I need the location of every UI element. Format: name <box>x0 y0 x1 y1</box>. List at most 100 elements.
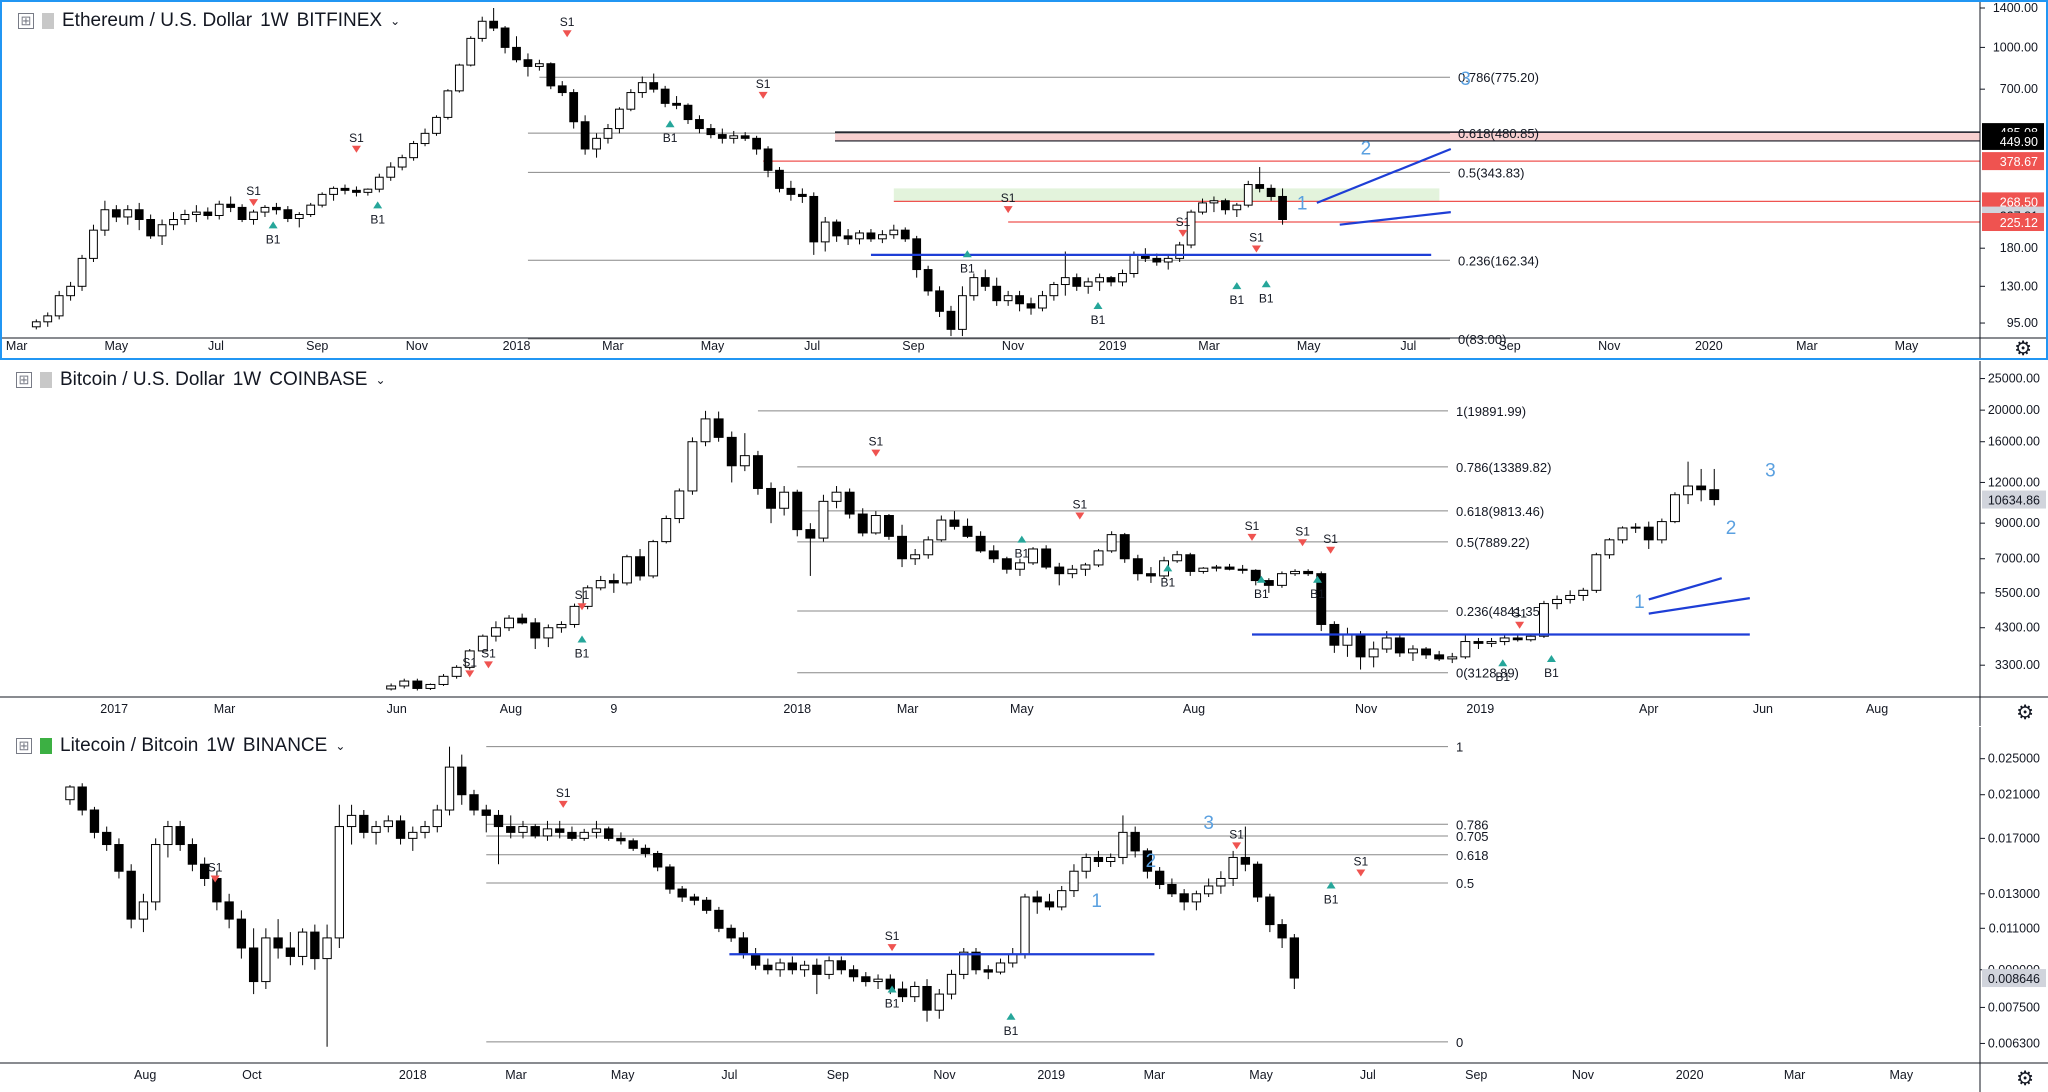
candle-up <box>1118 273 1127 283</box>
ethereum-chart-pane[interactable]: 0.786(775.20) 0.618(480.85) 0.5(343.83) 0.2… <box>0 0 2048 360</box>
bitcoin-chart[interactable]: 1(19891.99) 0.786(13389.82) 0.618(9813.46)… <box>0 361 2048 726</box>
candle <box>1407 645 1418 661</box>
price-tag <box>1982 213 2044 232</box>
bitcoin-chart-pane[interactable]: 1(19891.99) 0.786(13389.82) 0.618(9813.46)… <box>0 361 2048 726</box>
candle-down <box>1142 850 1153 872</box>
candle <box>1118 815 1128 865</box>
candle-down <box>861 976 871 983</box>
fib-level-label: 0.5 <box>1456 876 1474 891</box>
candle <box>1276 571 1287 588</box>
candle-up <box>1290 570 1301 575</box>
candle-down <box>1709 489 1720 501</box>
buy-arrow-icon <box>373 201 383 209</box>
price-tick-label: 700.00 <box>2000 82 2038 96</box>
candle <box>1106 853 1116 867</box>
chevron-down-icon[interactable]: ⌄ <box>335 739 346 753</box>
candle <box>626 89 636 112</box>
expand-pane-icon[interactable]: ⊞ <box>16 738 32 754</box>
symbol-color-swatch <box>40 738 52 754</box>
buy-signal-label: B1 <box>1259 291 1274 305</box>
candle-down <box>1130 831 1140 852</box>
candle <box>386 162 396 181</box>
candle-down <box>481 809 491 816</box>
candle-up <box>477 635 488 652</box>
candle <box>674 488 685 524</box>
symbol-color-swatch <box>42 13 54 29</box>
candle-down <box>237 206 247 220</box>
candle-down <box>469 794 479 811</box>
candle <box>805 523 816 576</box>
candle-down <box>489 20 499 29</box>
candle <box>1106 275 1116 287</box>
candle-up <box>1538 603 1549 637</box>
sell-arrow-icon <box>562 30 572 38</box>
candle <box>809 192 819 255</box>
time-tick-label: 2018 <box>399 1068 427 1082</box>
chevron-down-icon[interactable]: ⌄ <box>375 373 386 387</box>
expand-pane-icon[interactable]: ⊞ <box>16 372 32 388</box>
time-tick-label: Apr <box>1639 702 1658 716</box>
time-tick-label: May <box>1889 1068 1913 1082</box>
candle <box>383 815 393 833</box>
price-tick-label: 7000.00 <box>1995 552 2040 566</box>
interval[interactable]: 1W <box>206 735 235 756</box>
price-tick-label: 0.006300 <box>1988 1036 2040 1050</box>
candle <box>958 286 967 337</box>
candle-up <box>1211 566 1222 569</box>
candle <box>386 683 397 691</box>
expand-pane-icon[interactable]: ⊞ <box>18 13 34 29</box>
candle-down <box>983 969 993 973</box>
candle-up <box>163 826 173 846</box>
exchange[interactable]: COINBASE <box>269 369 368 390</box>
candle-up <box>779 491 790 509</box>
gear-icon[interactable]: ⚙ <box>2016 1068 2034 1090</box>
candle-up <box>1407 648 1418 654</box>
sell-signal-label: S1 <box>246 184 261 198</box>
candle <box>1278 188 1287 225</box>
gear-icon[interactable]: ⚙ <box>2016 702 2034 724</box>
candle-down <box>628 840 638 849</box>
candle-up <box>1191 893 1202 903</box>
chevron-down-icon[interactable]: ⌄ <box>390 14 401 28</box>
symbol-name[interactable]: Ethereum / U.S. Dollar <box>62 10 253 31</box>
candle <box>1656 518 1667 544</box>
candle <box>820 216 830 252</box>
exchange[interactable]: BITFINEX <box>296 10 383 31</box>
candle <box>1015 290 1024 312</box>
candle-down <box>1106 277 1116 283</box>
candle <box>608 573 619 593</box>
candle <box>1342 627 1353 657</box>
candle <box>971 947 981 975</box>
candle-down <box>640 847 651 854</box>
exchange[interactable]: BINANCE <box>242 735 328 756</box>
candle <box>134 202 144 231</box>
candle <box>1049 281 1059 301</box>
candle-up <box>1038 295 1047 309</box>
candle-up <box>261 937 271 983</box>
litecoin-chart-pane[interactable]: 1 0.786 0.705 0.618 0.5 0 1 2 3 S1 S1 S1 S1 S1 B1 B1 B1 0… <box>0 727 2048 1092</box>
candle-down <box>1032 896 1042 903</box>
candle-up <box>386 685 397 690</box>
symbol-name[interactable]: Litecoin / Bitcoin <box>60 735 199 756</box>
candle-down <box>1237 568 1248 571</box>
gear-icon[interactable]: ⚙ <box>2014 338 2032 360</box>
candle-up <box>1172 554 1183 562</box>
candle-up <box>799 964 810 971</box>
candle <box>936 515 947 542</box>
interval[interactable]: 1W <box>232 369 262 390</box>
candle <box>1145 567 1156 583</box>
ethereum-chart[interactable]: 0.786(775.20) 0.618(480.85) 0.5(343.83) 0.2… <box>2 2 2046 358</box>
candle-down <box>555 828 565 833</box>
time-tick-label: Aug <box>1866 702 1888 716</box>
symbol-name[interactable]: Bitcoin / U.S. Dollar <box>60 369 225 390</box>
candle-up <box>123 209 133 218</box>
interval[interactable]: 1W <box>260 10 289 31</box>
candle-up <box>31 321 41 328</box>
candle-down <box>126 870 136 920</box>
candle <box>897 524 907 568</box>
candle-down <box>717 134 727 139</box>
candle-down <box>1696 485 1707 491</box>
candle-up <box>432 116 441 134</box>
candle-up <box>518 826 528 833</box>
